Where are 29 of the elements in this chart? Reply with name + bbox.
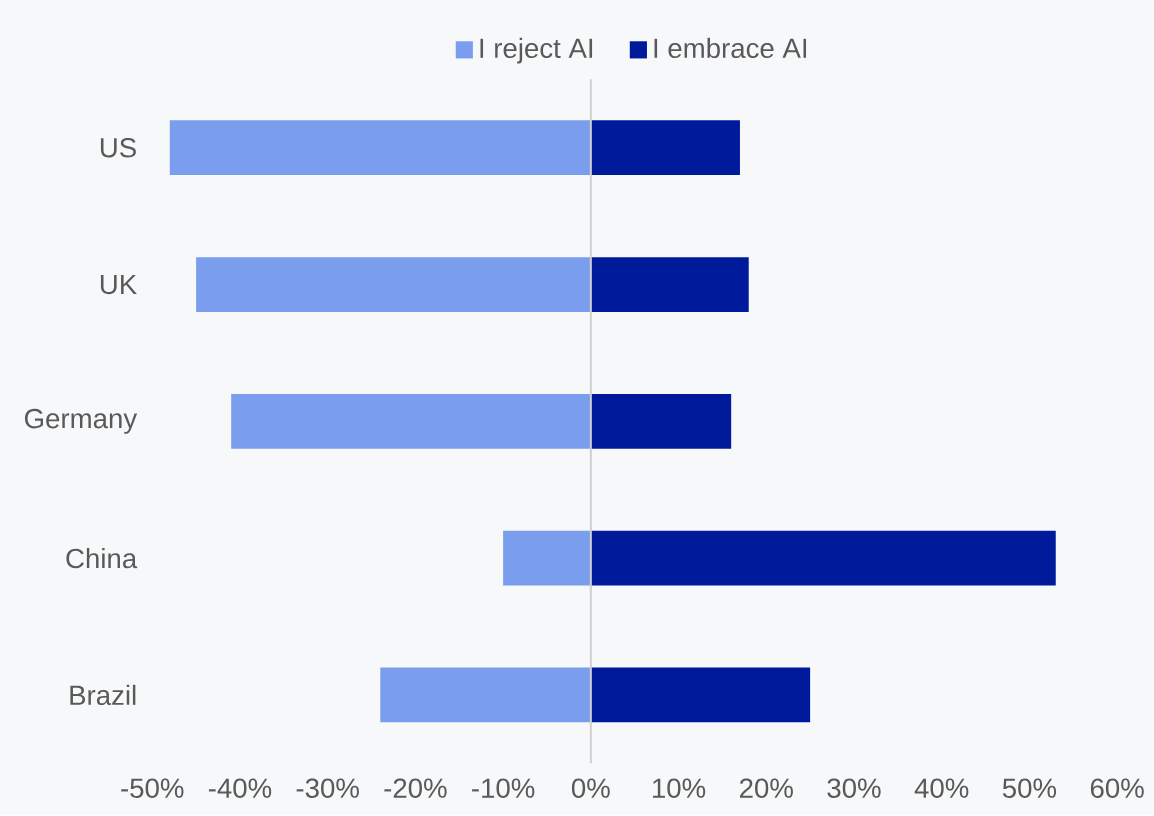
x-tick-label: 50%	[1002, 778, 1057, 799]
bar	[503, 531, 591, 586]
bar	[590, 531, 1056, 586]
bar	[231, 394, 591, 449]
legend-label: I embrace AI	[654, 38, 807, 59]
bar	[196, 257, 591, 313]
y-tick-label: UK	[100, 275, 137, 295]
x-tick-label: 60%	[1090, 778, 1144, 799]
x-tick-label: -50%	[121, 778, 184, 799]
y-tick-label: US	[100, 138, 136, 158]
bar	[590, 257, 749, 313]
x-tick-label: -40%	[208, 778, 272, 799]
x-tick-label: 40%	[914, 778, 969, 799]
y-tick-label: Germany	[24, 409, 138, 435]
x-tick-label: -30%	[296, 778, 359, 799]
bar	[590, 120, 740, 176]
legend-label: I reject AI	[480, 38, 593, 64]
bar	[169, 120, 591, 176]
x-tick-label: -10%	[472, 778, 535, 799]
bar	[590, 667, 811, 723]
x-tick-label: 0%	[571, 778, 610, 799]
y-tick-label: Brazil	[70, 685, 136, 706]
x-tick-label: 20%	[740, 778, 793, 799]
y-tick-label: China	[66, 548, 138, 569]
x-tick-label: 30%	[827, 778, 881, 799]
bar	[590, 394, 732, 449]
x-tick-label: 10%	[652, 778, 706, 799]
bar	[380, 667, 591, 723]
x-tick-label: -20%	[384, 778, 447, 799]
